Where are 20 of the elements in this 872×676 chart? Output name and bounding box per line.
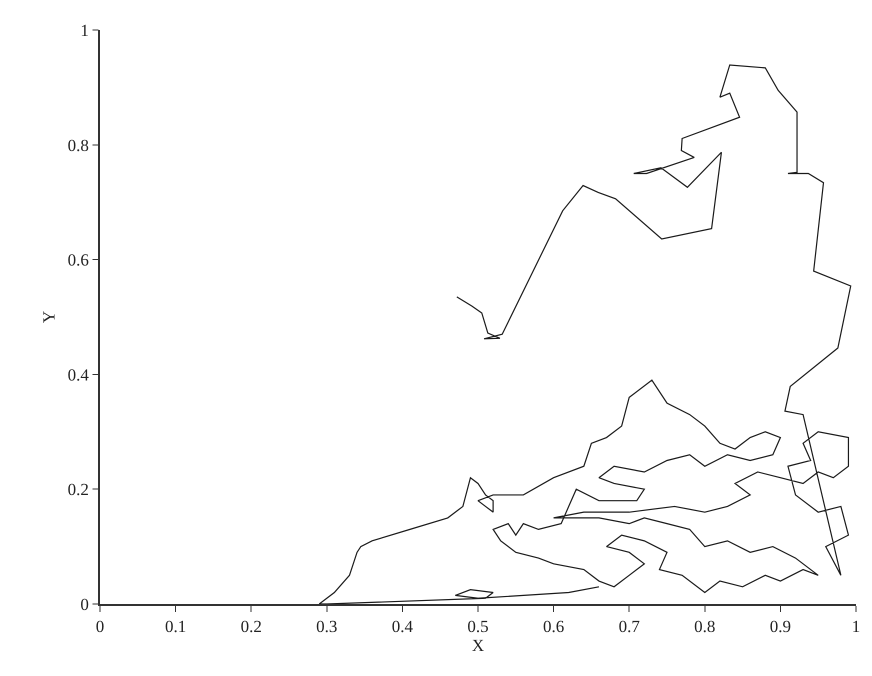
- x-tick-label: 0.2: [240, 617, 262, 636]
- y-tick-label: 0.6: [68, 250, 89, 270]
- x-tick-label: 0.6: [542, 617, 564, 636]
- x-tick-label: 0.7: [618, 617, 640, 636]
- line-series: [318, 64, 852, 604]
- x-tick-label: 0.4: [392, 617, 414, 636]
- y-axis-title: Y: [40, 310, 59, 324]
- x-tick-label: 0.9: [770, 617, 792, 636]
- x-tick-label: 0.8: [694, 617, 716, 636]
- y-tick-label: 0.2: [68, 480, 89, 500]
- y-tick-label: 0.8: [68, 136, 89, 155]
- x-tick-label: 0.5: [467, 617, 489, 636]
- y-tick-label: 0.4: [68, 365, 90, 384]
- x-tick-label: 0.3: [316, 617, 338, 636]
- x-tick-label: 1: [852, 617, 860, 636]
- y-tick-label: 0: [80, 594, 89, 614]
- x-tick-label: 0: [96, 617, 104, 636]
- x-axis-title: X: [472, 636, 484, 656]
- y-tick-label: 1: [80, 20, 89, 40]
- x-tick-label: 0.1: [164, 617, 186, 636]
